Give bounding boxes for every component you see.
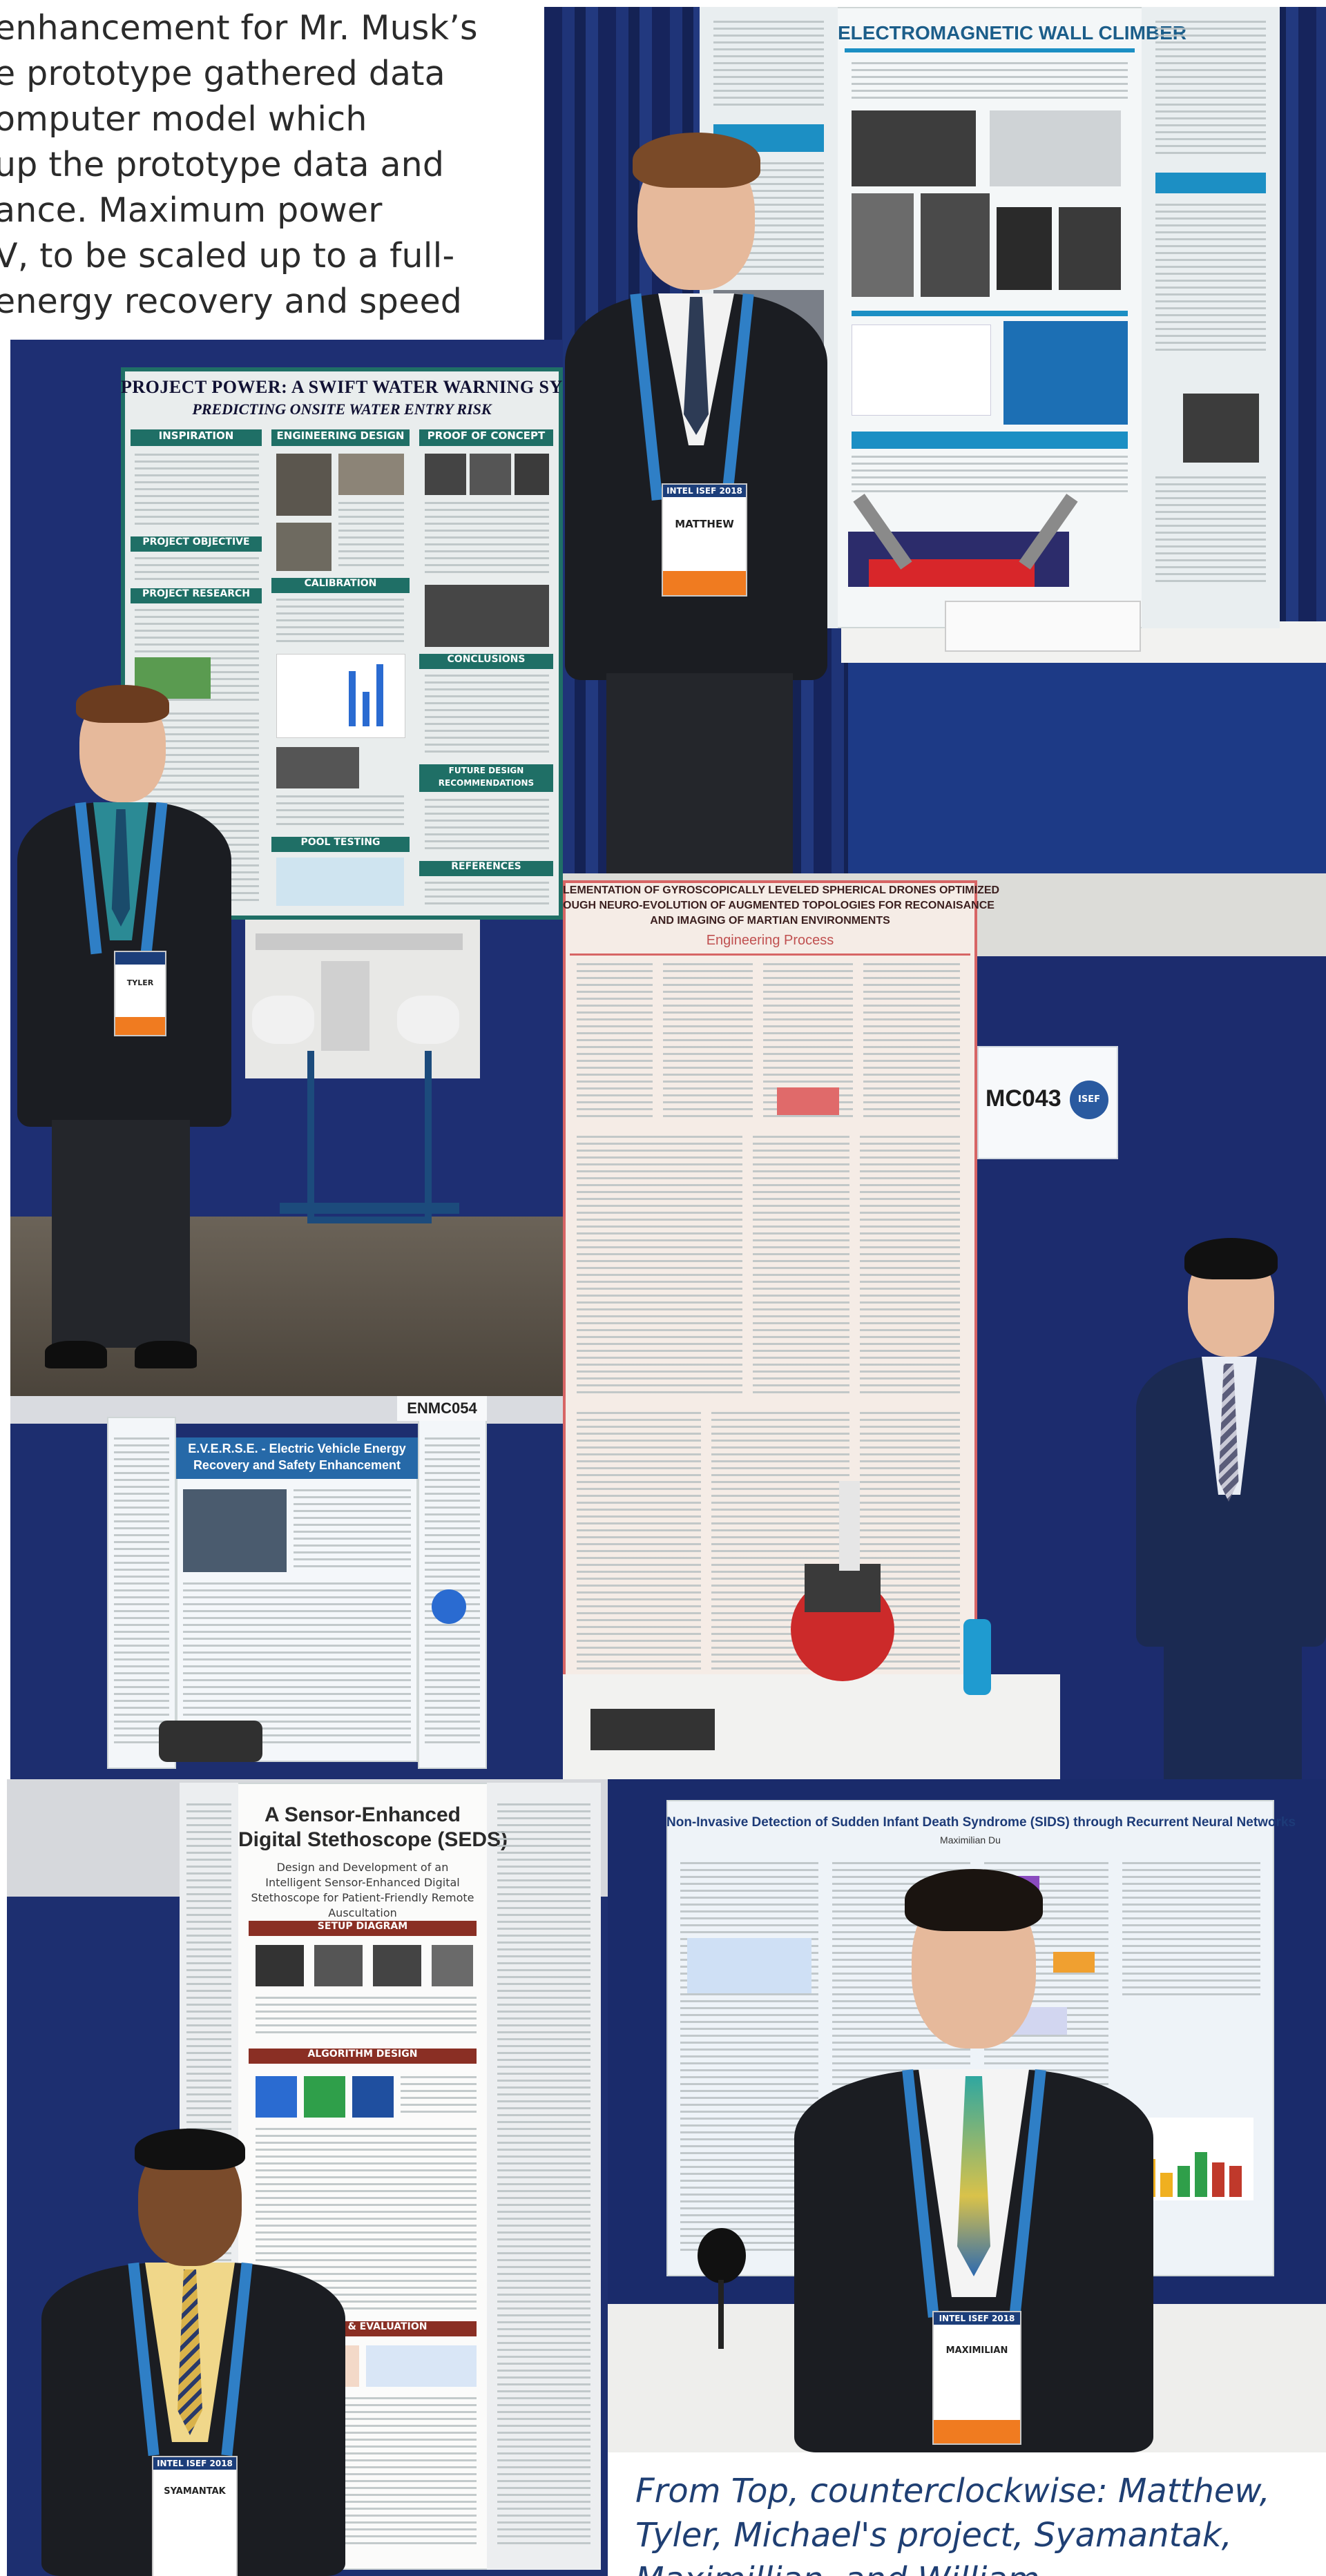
- name-badge: TYLER: [114, 951, 166, 1036]
- section-inspiration: INSPIRATION: [131, 429, 262, 446]
- name-badge: INTEL ISEF 2018 SYAMANTAK: [152, 2456, 238, 2576]
- everse-left-panel: [107, 1417, 176, 1769]
- device-stand: [307, 1051, 432, 1223]
- person-maximilian: INTEL ISEF 2018 MAXIMILIAN: [794, 1841, 1153, 2452]
- poster-title-line3: AND IMAGING OF MARTIAN ENVIRONMENTS: [650, 915, 890, 927]
- book: [590, 1709, 715, 1750]
- name-badge: INTEL ISEF 2018 MATTHEW: [662, 483, 747, 597]
- poster-title-line1: LEMENTATION OF GYROSCOPICALLY LEVELED SP…: [563, 884, 1000, 896]
- article-text-fragment: enhancement for Mr. Musk’s e prototype g…: [0, 0, 542, 338]
- device-rail: [256, 933, 463, 950]
- badge-event: INTEL ISEF 2018: [934, 2312, 1020, 2325]
- booth-sign: MC043 ISEF: [977, 1046, 1118, 1159]
- badge-name: MATTHEW: [675, 518, 734, 530]
- photo-everse: E.V.E.R.S.E. - Electric Vehicle Energy R…: [10, 1396, 563, 1779]
- person-syamantak: INTEL ISEF 2018 SYAMANTAK: [41, 2111, 345, 2576]
- caption-box: From Top, counterclockwise: Matthew, Tyl…: [608, 2452, 1326, 2576]
- float-right: [397, 996, 459, 1044]
- poster-title: Non-Invasive Detection of Sudden Infant …: [666, 1815, 1296, 1830]
- table-cloth: [848, 649, 1326, 873]
- section-pool-testing: POOL TESTING: [271, 837, 410, 852]
- photo-michael-project: LEMENTATION OF GYROSCOPICALLY LEVELED SP…: [563, 873, 1326, 1781]
- poster-title-line2: OUGH NEURO-EVOLUTION OF AUGMENTED TOPOLO…: [563, 900, 995, 911]
- poster-title-line2: Recovery and Safety Enhancement: [193, 1458, 401, 1472]
- person-matthew: INTEL ISEF 2018 MATTHEW: [551, 124, 841, 873]
- everse-center-panel: E.V.E.R.S.E. - Electric Vehicle Energy R…: [176, 1437, 418, 1762]
- article-line: enhancement for Mr. Musk’s: [0, 8, 478, 48]
- badge-name: SYAMANTAK: [164, 2486, 226, 2497]
- section-project-objective: PROJECT OBJECTIVE: [131, 536, 262, 552]
- badge-name: MAXIMILIAN: [945, 2345, 1008, 2356]
- section-project-research: PROJECT RESEARCH: [131, 588, 262, 603]
- float-left: [252, 996, 314, 1044]
- section-engineering-design: ENGINEERING DESIGN: [271, 429, 410, 446]
- badge-name: TYLER: [126, 978, 154, 987]
- poster-title: ELECTROMAGNETIC WALL CLIMBER: [838, 22, 1187, 43]
- monitor-device: [698, 2228, 746, 2283]
- section-calibration: CALIBRATION: [271, 578, 410, 593]
- section-proof-of-concept: PROOF OF CONCEPT: [419, 429, 553, 446]
- person-michael-project-student: [1136, 1232, 1326, 1781]
- caption-line3: Maximillian, and William: [635, 2557, 1326, 2576]
- booth-code: ENMC054: [397, 1396, 487, 1421]
- photo-syamantak: A Sensor-Enhanced Digital Stethoscope (S…: [7, 1779, 608, 2576]
- poster-author: Maximilian Du: [940, 1834, 1001, 1846]
- isef-logo: ISEF: [1070, 1081, 1108, 1119]
- poster-subtitle: Engineering Process: [706, 933, 834, 948]
- section-future-design: FUTURE DESIGN RECOMMENDATIONS: [419, 764, 553, 792]
- section-references: REFERENCES: [419, 861, 553, 876]
- water-bottle: [963, 1619, 991, 1695]
- binder: [945, 601, 1141, 652]
- photo-maximilian: Non-Invasive Detection of Sudden Infant …: [608, 1779, 1326, 2452]
- poster-subtitle: PREDICTING ONSITE WATER ENTRY RISK: [192, 400, 492, 418]
- poster-title: PROJECT POWER: A SWIFT WATER WARNING SYS…: [121, 377, 563, 397]
- section-algorithm-design: ALGORITHM DESIGN: [249, 2049, 477, 2064]
- article-line: e prototype gathered data: [0, 54, 445, 93]
- article-line: V, to be scaled up to a full-: [0, 236, 455, 275]
- poster-title-line1: E.V.E.R.S.E. - Electric Vehicle Energy: [188, 1442, 406, 1455]
- booth-code: MC043: [986, 1085, 1061, 1112]
- caption-line1: From Top, counterclockwise: Matthew,: [635, 2472, 1270, 2510]
- person-tyler: TYLER: [10, 678, 238, 1389]
- wall-climber-poster: ELECTROMAGNETIC WALL CLIMBER: [700, 7, 1280, 628]
- article-line: up the prototype data and: [0, 145, 445, 184]
- poster-subtitle: Design and Development of an Intelligent…: [251, 1861, 474, 1919]
- photo-tyler: PROJECT POWER: A SWIFT WATER WARNING SYS…: [10, 340, 563, 1396]
- article-line: omputer model which: [0, 99, 367, 139]
- everse-right-panel: [418, 1417, 487, 1769]
- caption-line2: Tyler, Michael's project, Syamantak,: [635, 2516, 1232, 2555]
- name-badge: INTEL ISEF 2018 MAXIMILIAN: [932, 2311, 1021, 2445]
- section-conclusions: CONCLUSIONS: [419, 654, 553, 669]
- badge-event: INTEL ISEF 2018: [663, 485, 746, 497]
- section-setup-diagram: SETUP DIAGRAM: [249, 1921, 477, 1936]
- article-line: energy recovery and speed: [0, 282, 463, 321]
- photo-matthew: ELECTROMAGNETIC WALL CLIMBER: [544, 7, 1326, 873]
- device-core: [321, 961, 369, 1051]
- article-line: ance. Maximum power: [0, 191, 383, 230]
- badge-event: INTEL ISEF 2018: [153, 2457, 236, 2470]
- rc-car: [159, 1721, 262, 1762]
- poster-title-line1: A Sensor-Enhanced: [265, 1803, 461, 1826]
- spherical-drone-poster: LEMENTATION OF GYROSCOPICALLY LEVELED SP…: [563, 880, 1000, 1709]
- poster-title-line2: Digital Stethoscope (SEDS): [238, 1828, 508, 1851]
